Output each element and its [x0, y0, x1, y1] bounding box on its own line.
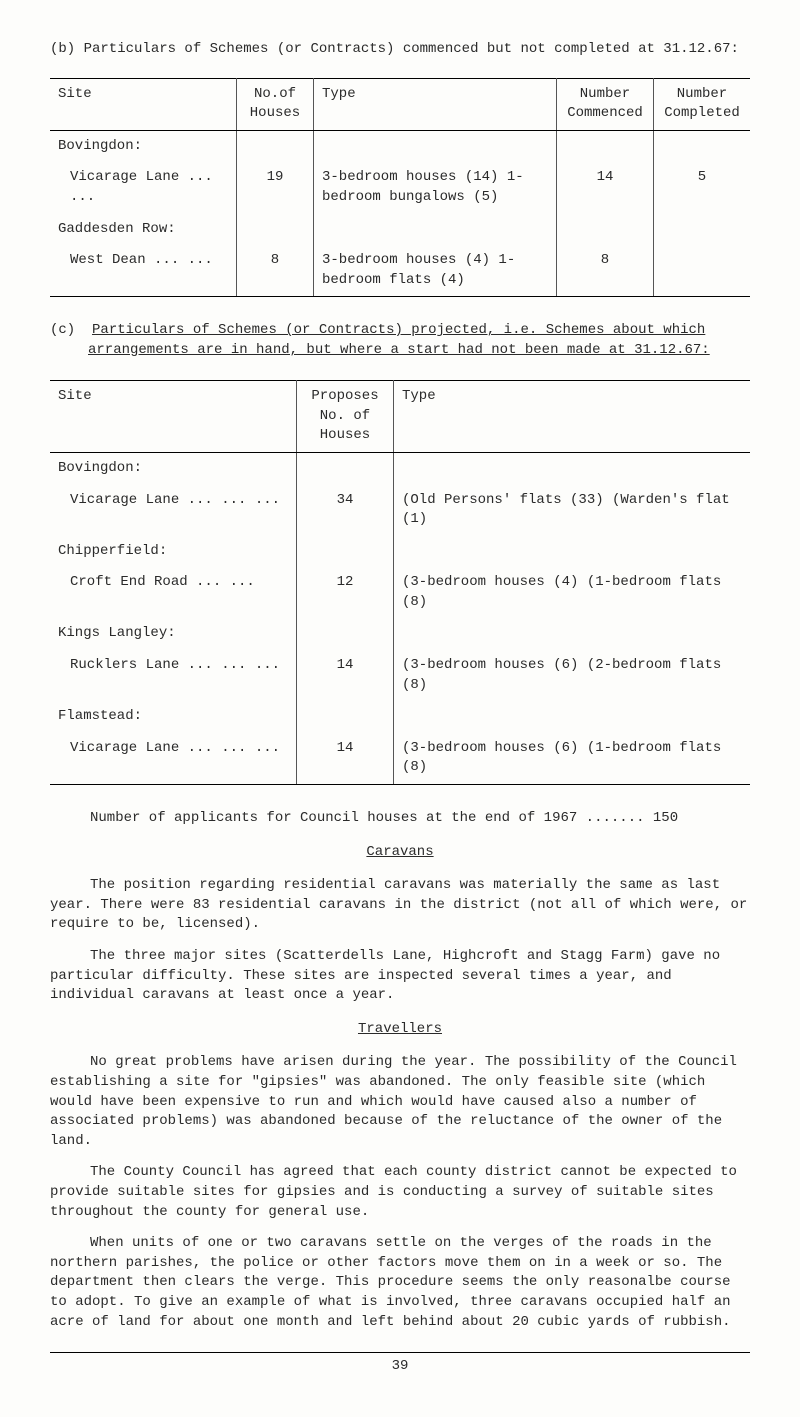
cell: (3-bedroom houses (6) (2-bedroom flats (… — [394, 650, 751, 701]
trav-p2: The County Council has agreed that each … — [50, 1163, 750, 1222]
group-label: Bovingdon: — [50, 452, 297, 484]
table-row: Vicarage Lane ... ... ... 14 (3-bedroom … — [50, 733, 750, 784]
group-label: Bovingdon: — [50, 130, 237, 162]
cell: Vicarage Lane ... ... ... — [50, 733, 297, 784]
cell-comp — [654, 245, 751, 296]
table-row: Vicarage Lane ... ... ... 34 (Old Person… — [50, 485, 750, 536]
section-c-line2: arrangements are in hand, but where a st… — [50, 341, 750, 361]
cell: Croft End Road ... ... — [50, 567, 297, 618]
table-commenced: Site No.of Houses Type Number Commenced … — [50, 78, 750, 298]
th-type: Type — [314, 78, 557, 130]
group-label: Flamstead: — [50, 701, 297, 733]
cell-site: Vicarage Lane ... ... — [50, 162, 237, 213]
table-row: West Dean ... ... 8 3-bedroom houses (4)… — [50, 245, 750, 296]
cell: Rucklers Lane ... ... ... — [50, 650, 297, 701]
cell: 14 — [297, 650, 394, 701]
cell: 12 — [297, 567, 394, 618]
table-row: Croft End Road ... ... 12 (3-bedroom hou… — [50, 567, 750, 618]
th-comp: Number Completed — [654, 78, 751, 130]
cell: (3-bedroom houses (4) (1-bedroom flats (… — [394, 567, 751, 618]
section-b-heading: (b) Particulars of Schemes (or Contracts… — [50, 40, 750, 60]
caravans-p1: The position regarding residential carav… — [50, 876, 750, 935]
group-label: Kings Langley: — [50, 618, 297, 650]
cell-houses: 8 — [237, 245, 314, 296]
group-label: Chipperfield: — [50, 536, 297, 568]
cell: 14 — [297, 733, 394, 784]
th-type: Type — [394, 381, 751, 453]
cell-comm: 8 — [557, 245, 654, 296]
table-row: Vicarage Lane ... ... 19 3-bedroom house… — [50, 162, 750, 213]
cell-type: 3-bedroom houses (14) 1-bedroom bungalow… — [314, 162, 557, 213]
th-proposes: Proposes No. of Houses — [297, 381, 394, 453]
caravans-title: Caravans — [50, 843, 750, 863]
table-projected: Site Proposes No. of Houses Type Bovingd… — [50, 380, 750, 785]
section-c-line1: (c) Particulars of Schemes (or Contracts… — [50, 321, 750, 341]
caravans-p2: The three major sites (Scatterdells Lane… — [50, 947, 750, 1006]
table-row: Rucklers Lane ... ... ... 14 (3-bedroom … — [50, 650, 750, 701]
group-label: Gaddesden Row: — [50, 214, 237, 246]
trav-p1: No great problems have arisen during the… — [50, 1053, 750, 1151]
section-c-underline1: Particulars of Schemes (or Contracts) pr… — [92, 322, 705, 338]
cell-comm: 14 — [557, 162, 654, 213]
cell-comp: 5 — [654, 162, 751, 213]
cell: (Old Persons' flats (33) (Warden's flat … — [394, 485, 751, 536]
cell-type: 3-bedroom houses (4) 1-bedroom flats (4) — [314, 245, 557, 296]
section-c-underline2: arrangements are in hand, but where a st… — [88, 342, 710, 358]
th-houses: No.of Houses — [237, 78, 314, 130]
applicants-line: Number of applicants for Council houses … — [50, 809, 750, 829]
trav-p3: When units of one or two caravans settle… — [50, 1234, 750, 1332]
cell-site: West Dean ... ... — [50, 245, 237, 296]
th-site: Site — [50, 78, 237, 130]
th-site: Site — [50, 381, 297, 453]
th-comm: Number Commenced — [557, 78, 654, 130]
page-number: 39 — [50, 1352, 750, 1377]
cell: (3-bedroom houses (6) (1-bedroom flats (… — [394, 733, 751, 784]
cell: 34 — [297, 485, 394, 536]
cell: Vicarage Lane ... ... ... — [50, 485, 297, 536]
cell-houses: 19 — [237, 162, 314, 213]
travellers-title: Travellers — [50, 1020, 750, 1040]
